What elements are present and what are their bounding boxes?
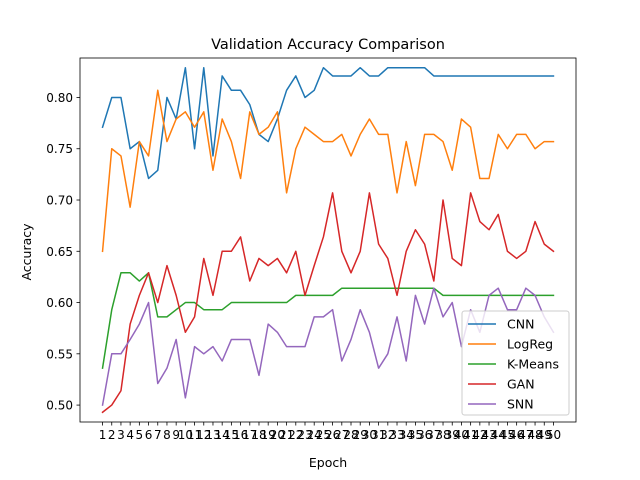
x-tick-label: 33 [389,428,404,442]
x-tick-label: 38 [435,428,450,442]
x-tick-label: 7 [154,428,162,442]
legend-label-logreg: LogReg [507,337,553,352]
x-tick-label: 37 [426,428,441,442]
y-tick-label: 0.60 [46,296,73,310]
series-line-logreg [101,89,555,253]
y-tick-label: 0.70 [46,194,73,208]
x-tick-label: 22 [288,428,303,442]
x-tick-label: 9 [172,428,180,442]
y-tick-label: 0.55 [46,347,73,361]
x-tick-label: 27 [334,428,349,442]
series-line-gan [101,192,555,414]
x-tick-label: 2 [108,428,116,442]
x-tick-label: 31 [371,428,386,442]
x-tick-label: 6 [145,428,153,442]
x-tick-label: 48 [527,428,542,442]
x-tick-label: 32 [380,428,395,442]
x-tick-label: 49 [537,428,552,442]
legend-label-k-means: K-Means [507,357,559,372]
x-tick-label: 26 [325,428,340,442]
x-tick-label: 20 [270,428,285,442]
x-tick-label: 3 [117,428,125,442]
x-tick-label: 21 [279,428,294,442]
x-tick-label: 24 [307,428,322,442]
x-tick-label: 12 [196,428,211,442]
x-tick-label: 39 [445,428,460,442]
x-tick-label: 40 [454,428,469,442]
x-tick-label: 25 [316,428,331,442]
x-tick-label: 10 [178,428,193,442]
x-tick-label: 29 [353,428,368,442]
legend-label-gan: GAN [507,377,535,392]
x-tick-label: 23 [297,428,312,442]
legend-label-cnn: CNN [507,317,534,332]
x-tick-label: 43 [481,428,496,442]
x-tick-label: 5 [136,428,144,442]
x-tick-label: 47 [518,428,533,442]
axes-frame [79,57,577,423]
x-tick-label: 34 [399,428,414,442]
x-tick-label: 30 [362,428,377,442]
y-tick-label: 0.75 [46,142,73,156]
x-tick-label: 15 [224,428,239,442]
legend-box [461,310,570,416]
x-tick-label: 1 [99,428,107,442]
x-tick-label: 4 [126,428,134,442]
x-tick-label: 13 [205,428,220,442]
axes-layer: 1 2 3 4 5 6 7 8 91011121314151617181920212223242… [46,57,577,442]
x-tick-label: 14 [215,428,230,442]
x-tick-label: 19 [261,428,276,442]
x-tick-label: 44 [491,428,506,442]
y-tick-label: 0.80 [46,91,73,105]
x-tick-label: 46 [509,428,524,442]
x-tick-label: 35 [408,428,423,442]
x-tick-label: 36 [417,428,432,442]
chart-title: Validation Accuracy Comparison [211,37,445,53]
x-tick-label: 8 [163,428,171,442]
x-axis-label: Epoch [309,455,347,470]
x-tick-label: 41 [463,428,478,442]
x-tick-label: 18 [251,428,266,442]
y-tick-label: 0.65 [46,245,73,259]
y-axis-label: Accuracy [19,223,34,281]
x-tick-label: 16 [233,428,248,442]
series-line-cnn [101,66,555,180]
x-tick-label: 45 [500,428,515,442]
x-tick-label: 11 [187,428,202,442]
x-tick-label: 50 [546,428,561,442]
x-tick-label: 28 [343,428,358,442]
legend: CNN LogReg K-Means GAN SNN [461,310,570,416]
series-line-k-means [101,272,555,370]
x-tick-label: 17 [242,428,257,442]
x-tick-label: 42 [472,428,487,442]
legend-label-snn: SNN [507,397,534,412]
y-tick-label: 0.50 [46,399,73,413]
